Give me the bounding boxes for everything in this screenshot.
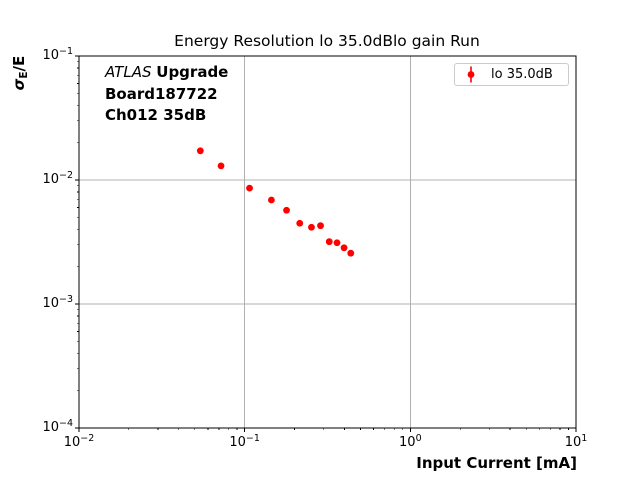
data-point (308, 223, 315, 231)
data-point (217, 162, 225, 170)
x-tick-label: 10−1 (229, 433, 260, 450)
atlas-label: ATLAS (105, 63, 152, 81)
chart-title: Energy Resolution lo 35.0dBlo gain Run (174, 32, 480, 50)
y-tick-label: 10−1 (42, 46, 73, 63)
x-tick-label: 10−2 (63, 433, 95, 450)
sigma-symbol: σ (10, 78, 28, 91)
y-tick-label: 10−2 (42, 170, 73, 187)
sigma-subscript: E (18, 71, 30, 79)
legend: lo 35.0dB (454, 63, 569, 86)
annotation-line-1: ATLAS Upgrade (105, 62, 228, 84)
y-axis-label-rest: /E (10, 55, 28, 72)
data-point (325, 238, 333, 246)
upgrade-label: Upgrade (156, 63, 229, 81)
x-axis-label: Input Current [mA] (416, 454, 577, 472)
data-point (267, 196, 275, 204)
data-point (333, 239, 341, 247)
y-tick-label: 10−4 (42, 418, 73, 435)
data-point (340, 244, 348, 252)
data-point (283, 206, 290, 214)
data-point (246, 184, 253, 192)
x-tick-label: 101 (564, 433, 588, 450)
data-point (296, 219, 304, 227)
data-point (196, 147, 204, 155)
x-tick-label: 100 (399, 433, 422, 450)
annotation-block: ATLAS Upgrade Board187722 Ch012 35dB (105, 62, 228, 127)
axes-frame (78, 55, 577, 429)
annotation-line-3: Ch012 35dB (105, 106, 207, 124)
errorbar-marker-icon (467, 66, 475, 83)
y-axis-label: σE/E (10, 38, 30, 108)
y-tick-label: 10−3 (42, 294, 73, 311)
legend-label: lo 35.0dB (491, 67, 553, 82)
data-point (347, 249, 355, 257)
data-point (317, 222, 324, 230)
annotation-line-2: Board187722 (105, 84, 218, 103)
